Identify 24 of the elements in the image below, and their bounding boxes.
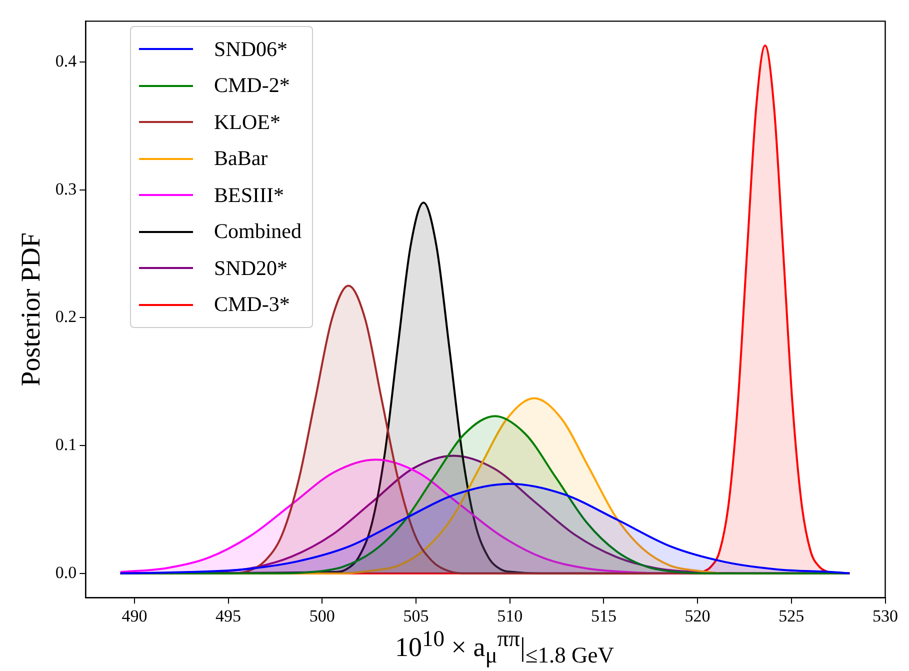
- x-tick-label: 530: [872, 606, 898, 626]
- y-tick-label: 0.3: [55, 179, 77, 198]
- y-tick-label: 0.2: [55, 307, 77, 326]
- legend-label: BaBar: [214, 146, 268, 172]
- x-tick-label: 505: [403, 606, 429, 626]
- x-tick-label: 515: [590, 606, 616, 626]
- legend-label: CMD-3*: [214, 292, 290, 318]
- x-tick-label: 490: [122, 606, 148, 626]
- legend-label: CMD-2*: [214, 73, 290, 98]
- y-tick-label: 0.4: [55, 52, 78, 71]
- y-axis-title: Posterior PDF: [15, 232, 46, 386]
- legend-label: BESIII*: [214, 182, 284, 208]
- y-tick-label: 0.0: [55, 562, 77, 582]
- x-tick-label: 525: [778, 606, 804, 626]
- legend-label: SND06*: [214, 36, 288, 62]
- x-tick-label: 500: [309, 606, 335, 626]
- x-tick-label: 495: [216, 606, 242, 626]
- legend-label: Combined: [214, 219, 302, 244]
- legend-label: KLOE*: [214, 110, 280, 135]
- legend-label: SND20*: [214, 256, 288, 281]
- x-tick-label: 510: [497, 606, 523, 626]
- x-axis-title: 10$^{10}$ × a$_{μ}$$^{ππ}$|$_{≤1.8 GeV}$: [394, 626, 616, 668]
- x-tick-label: 520: [684, 606, 710, 626]
- y-tick-label: 0.1: [55, 434, 77, 454]
